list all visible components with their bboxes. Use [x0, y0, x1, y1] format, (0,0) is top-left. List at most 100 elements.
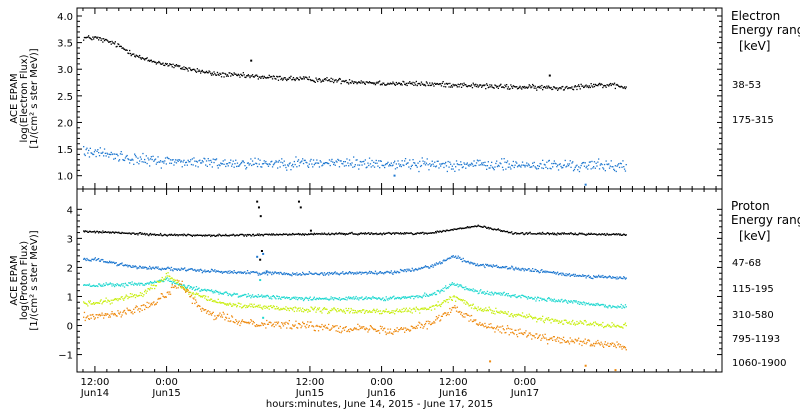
data-point: [484, 293, 486, 295]
data-point: [174, 285, 176, 287]
data-point: [250, 306, 252, 308]
data-point: [118, 298, 120, 300]
data-point: [363, 326, 365, 328]
data-point: [338, 232, 340, 235]
data-point: [599, 324, 601, 326]
data-point: [498, 326, 500, 328]
data-point: [218, 314, 220, 316]
data-point: [349, 232, 351, 235]
data-point: [280, 78, 282, 81]
data-point: [342, 232, 344, 235]
data-point: [127, 232, 129, 235]
data-point: [220, 292, 222, 294]
data-point: [260, 306, 262, 309]
data-point: [549, 319, 551, 321]
data-point: [100, 285, 102, 287]
data-point: [436, 230, 438, 232]
data-point: [569, 301, 571, 303]
data-point: [353, 272, 356, 274]
data-point: [134, 233, 137, 235]
data-point: [210, 314, 213, 316]
data-point: [236, 271, 239, 274]
data-point: [139, 160, 141, 162]
data-point: [509, 268, 511, 270]
data-point: [210, 270, 212, 272]
data-point: [400, 233, 402, 235]
data-point: [457, 255, 459, 257]
data-point: [579, 301, 581, 303]
data-point: [122, 264, 124, 266]
data-point: [404, 158, 407, 160]
data-point: [287, 234, 289, 236]
data-point: [253, 235, 255, 237]
data-point: [271, 325, 273, 327]
data-point: [175, 282, 178, 284]
data-point: [112, 42, 114, 44]
data-point: [493, 310, 495, 312]
data-point: [523, 295, 525, 298]
data-point: [385, 333, 387, 336]
data-point: [394, 330, 397, 332]
data-point: [241, 75, 244, 77]
data-point: [171, 66, 173, 68]
data-point: [523, 315, 525, 317]
data-point: [318, 307, 321, 309]
data-point: [569, 232, 571, 234]
data-point: [623, 166, 625, 168]
data-point: [266, 163, 268, 165]
data-point: [564, 274, 566, 277]
data-point: [129, 296, 131, 298]
data-point: [124, 296, 127, 298]
data-point: [528, 164, 530, 166]
data-point: [198, 160, 200, 162]
data-point: [174, 280, 176, 282]
data-point: [140, 158, 142, 160]
data-point: [557, 336, 559, 339]
data-point: [336, 81, 338, 83]
data-point: [155, 163, 157, 165]
data-point: [429, 163, 431, 165]
data-point: [380, 299, 382, 301]
data-point: [427, 164, 429, 166]
data-point: [286, 327, 288, 329]
data-point: [496, 86, 498, 88]
data-point: [572, 302, 574, 304]
data-point: [477, 306, 479, 308]
data-point: [480, 289, 482, 291]
data-point: [612, 342, 614, 344]
data-point: [616, 341, 618, 343]
data-point: [338, 166, 341, 168]
data-point: [495, 162, 497, 165]
data-point: [195, 160, 198, 162]
data-point: [83, 230, 85, 232]
data-point: [369, 325, 372, 327]
data-point: [215, 159, 217, 161]
data-point: [282, 234, 284, 236]
data-point: [191, 268, 193, 270]
data-point: [83, 146, 85, 148]
data-point: [248, 164, 250, 166]
data-point: [424, 324, 426, 326]
data-point: [328, 162, 330, 165]
data-point: [617, 84, 619, 86]
data-point: [593, 342, 595, 345]
data-point: [547, 343, 549, 345]
data-point: [244, 271, 246, 273]
data-point: [336, 272, 338, 274]
data-point: [311, 273, 313, 275]
data-point: [198, 287, 200, 289]
data-point: [321, 298, 323, 300]
data-point: [90, 231, 92, 233]
data-point: [430, 323, 433, 325]
data-point: [349, 163, 351, 165]
data-point: [575, 165, 577, 167]
data-point: [261, 322, 263, 324]
data-point: [612, 166, 614, 168]
data-point: [132, 159, 134, 161]
data-point: [424, 322, 427, 325]
data-point: [143, 267, 145, 269]
data-point: [387, 271, 389, 273]
data-point: [572, 233, 575, 236]
data-point: [343, 233, 346, 235]
data-point: [604, 341, 606, 343]
